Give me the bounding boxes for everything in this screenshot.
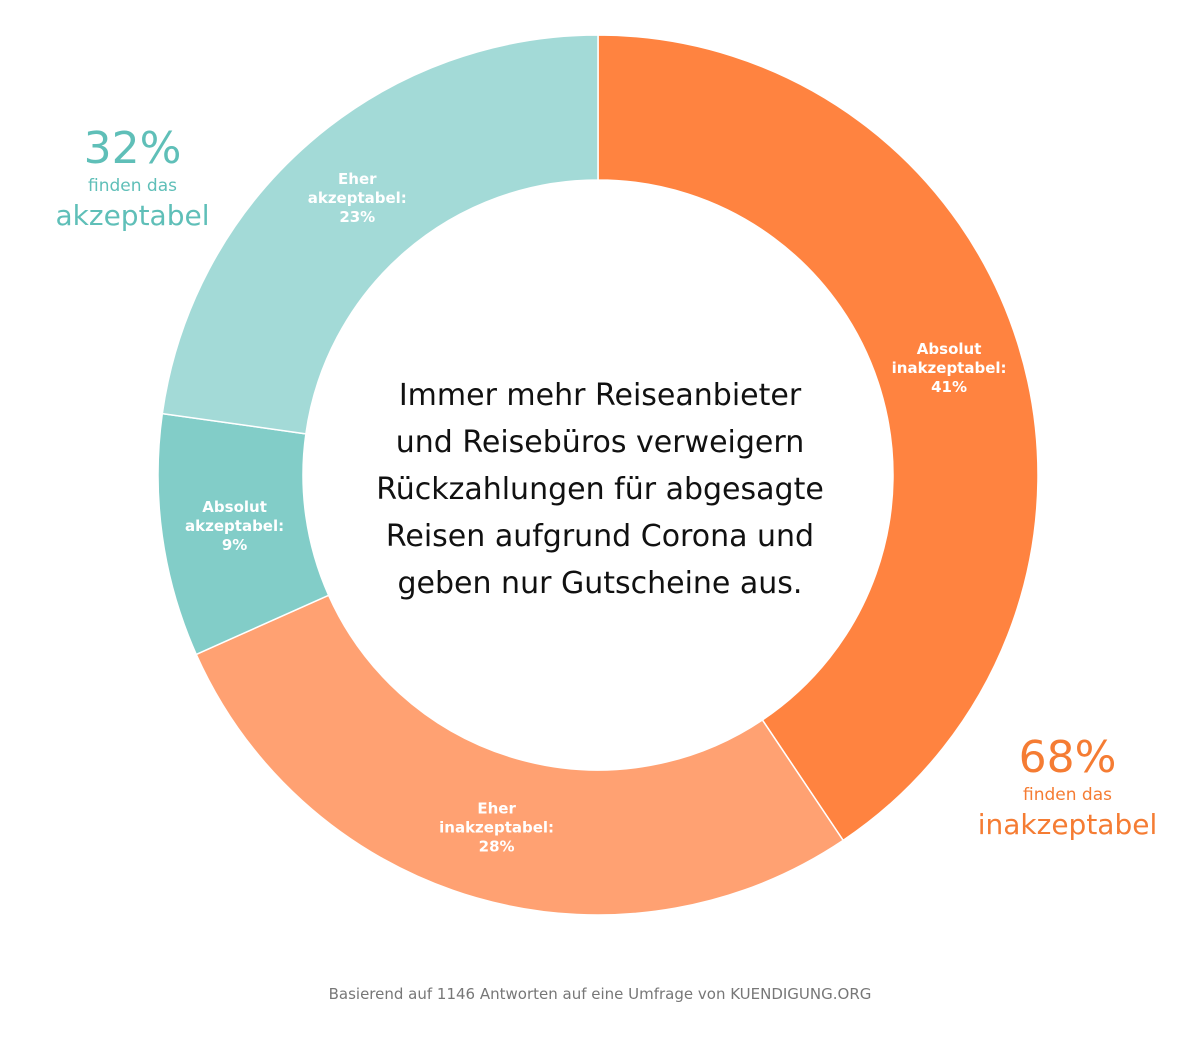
donut-slice [195, 594, 845, 916]
slice-label: Absolut inakzeptabel: 41% [892, 340, 1007, 396]
chart-title-line: geben nur Gutscheine aus. [397, 566, 803, 601]
summary-acceptable: 32% finden das akzeptabel [30, 124, 235, 234]
donut-slice [161, 34, 599, 435]
slice-label-line: 23% [339, 208, 375, 226]
chart-title: Immer mehr Reiseanbieter und Reisebüros … [355, 372, 845, 607]
chart-title-line: Rückzahlungen für abgesagte [376, 472, 824, 507]
summary-acceptable-percent: 32% [83, 123, 182, 174]
slice-label: Absolut akzeptabel: 9% [185, 498, 284, 554]
slice-label-line: 9% [222, 536, 247, 554]
chart-title-line: und Reisebüros verweigern [395, 425, 805, 460]
donut-slices [157, 34, 1039, 916]
summary-acceptable-word: akzeptabel [55, 199, 210, 232]
slice-label-line: Eher [477, 800, 516, 818]
summary-unacceptable-text: finden das [1023, 785, 1112, 805]
chart-title-line: Reisen aufgrund Corona und [385, 519, 815, 554]
donut-slice [597, 34, 1039, 842]
slice-label: Eher inakzeptabel: 28% [439, 800, 554, 856]
slice-label-line: Absolut [917, 340, 982, 358]
summary-unacceptable: 68% finden das inakzeptabel [965, 733, 1170, 843]
slice-label-line: Absolut [202, 498, 267, 516]
chart-title-line: Immer mehr Reiseanbieter [398, 378, 802, 413]
slice-label-line: akzeptabel: [185, 517, 284, 535]
slice-label-line: 41% [931, 378, 967, 396]
slice-label-line: akzeptabel: [308, 189, 407, 207]
donut-slice-labels: Absolut inakzeptabel: 41%Eher inakzeptabel:… [185, 170, 1007, 856]
slice-label-line: inakzeptabel: [892, 359, 1007, 377]
slice-label-line: Eher [338, 170, 377, 188]
slice-label: Eher akzeptabel: 23% [308, 170, 407, 226]
slice-label-line: inakzeptabel: [439, 819, 554, 837]
summary-unacceptable-word: inakzeptabel [977, 808, 1158, 841]
source-footnote: Basierend auf 1146 Antworten auf eine Um… [328, 985, 872, 1003]
summary-unacceptable-percent: 68% [1018, 732, 1117, 783]
slice-label-line: 28% [479, 838, 515, 856]
summary-acceptable-text: finden das [88, 176, 177, 196]
